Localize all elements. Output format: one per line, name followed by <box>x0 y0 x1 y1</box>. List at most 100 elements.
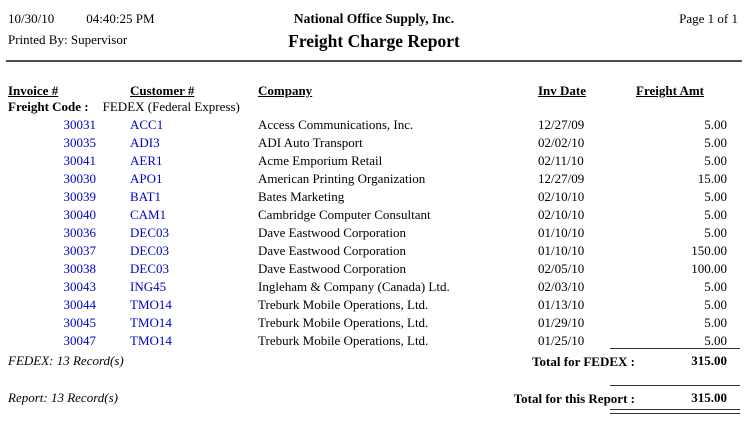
invoice-link[interactable]: 30037 <box>63 243 97 258</box>
company-cell: Dave Eastwood Corporation <box>258 225 407 240</box>
inv-date-cell: 02/03/10 <box>538 279 585 294</box>
inv-date-cell: 12/27/09 <box>538 117 585 132</box>
invoice-link[interactable]: 30035 <box>63 135 97 150</box>
company-cell: Bates Marketing <box>258 189 345 204</box>
customer-link[interactable]: ADI3 <box>130 135 160 150</box>
customer-link[interactable]: DEC03 <box>130 261 169 276</box>
header-divider <box>6 60 742 62</box>
col-header-invoice: Invoice # <box>8 83 59 98</box>
header-left: 10/30/10 04:40:25 PM Printed By: Supervis… <box>8 11 268 48</box>
invoice-link[interactable]: 30041 <box>63 153 97 168</box>
invoice-link[interactable]: 30047 <box>63 333 97 348</box>
inv-date-cell: 02/10/10 <box>538 207 585 222</box>
freight-amt-cell: 5.00 <box>704 279 727 294</box>
print-time: 04:40:25 PM <box>86 11 155 26</box>
freight-amt-cell: 5.00 <box>704 153 727 168</box>
company-cell: ADI Auto Transport <box>258 135 363 150</box>
customer-link[interactable]: DEC03 <box>130 225 169 240</box>
freight-code-label: Freight Code : <box>8 99 89 114</box>
invoice-link[interactable]: 30045 <box>63 315 97 330</box>
company-cell: Treburk Mobile Operations, Ltd. <box>258 315 429 330</box>
company-cell: Treburk Mobile Operations, Ltd. <box>258 297 429 312</box>
invoice-link[interactable]: 30044 <box>63 297 97 312</box>
company-cell: Ingleham & Company (Canada) Ltd. <box>258 279 450 294</box>
customer-link[interactable]: CAM1 <box>130 207 167 222</box>
table-row: 30040 CAM1 Cambridge Computer Consultant… <box>8 205 740 223</box>
freight-amt-cell: 5.00 <box>704 297 727 312</box>
print-date: 10/30/10 <box>8 11 55 26</box>
report-total-value: 315.00 <box>610 385 740 406</box>
customer-link[interactable]: BAT1 <box>130 189 162 204</box>
inv-date-cell: 12/27/09 <box>538 171 585 186</box>
company-cell: American Printing Organization <box>258 171 426 186</box>
table-row: 30031 ACC1 Access Communications, Inc. 1… <box>8 115 740 133</box>
company-cell: Acme Emporium Retail <box>258 153 383 168</box>
printed-by: Printed By: Supervisor <box>8 32 128 47</box>
table-row: 30037 DEC03 Dave Eastwood Corporation 01… <box>8 241 740 259</box>
inv-date-cell: 02/11/10 <box>538 153 584 168</box>
customer-link[interactable]: TMO14 <box>130 315 172 330</box>
customer-link[interactable]: TMO14 <box>130 333 172 348</box>
customer-link[interactable]: DEC03 <box>130 243 169 258</box>
table-row: 30030 APO1 American Printing Organizatio… <box>8 169 740 187</box>
report-total-double-rule <box>610 409 740 414</box>
freight-amt-cell: 5.00 <box>704 207 727 222</box>
inv-date-cell: 02/05/10 <box>538 261 585 276</box>
table-row: 30036 DEC03 Dave Eastwood Corporation 01… <box>8 223 740 241</box>
table-row: 30035 ADI3 ADI Auto Transport 02/02/10 5… <box>8 133 740 151</box>
inv-date-cell: 01/29/10 <box>538 315 585 330</box>
invoice-link[interactable]: 30039 <box>63 189 97 204</box>
table-row: 30044 TMO14 Treburk Mobile Operations, L… <box>8 295 740 313</box>
inv-date-cell: 02/10/10 <box>538 189 585 204</box>
inv-date-cell: 02/02/10 <box>538 135 585 150</box>
customer-link[interactable]: APO1 <box>130 171 163 186</box>
col-header-freight-amt: Freight Amt <box>636 83 704 98</box>
customer-link[interactable]: TMO14 <box>130 297 172 312</box>
company-cell: Dave Eastwood Corporation <box>258 243 407 258</box>
freight-amt-cell: 5.00 <box>704 117 727 132</box>
invoice-link[interactable]: 30043 <box>63 279 97 294</box>
inv-date-cell: 01/25/10 <box>538 333 585 348</box>
table-row: 30047 TMO14 Treburk Mobile Operations, L… <box>8 331 740 349</box>
freight-amt-cell: 150.00 <box>691 243 727 258</box>
freight-table: Invoice # Customer # Company Inv Date Fr… <box>8 78 740 349</box>
table-row: 30039 BAT1 Bates Marketing 02/10/10 5.00 <box>8 187 740 205</box>
invoice-link[interactable]: 30038 <box>63 261 97 276</box>
freight-amt-cell: 5.00 <box>704 333 727 348</box>
freight-amt-cell: 5.00 <box>704 315 727 330</box>
customer-link[interactable]: AER1 <box>130 153 163 168</box>
table-row: 30043 ING45 Ingleham & Company (Canada) … <box>8 277 740 295</box>
inv-date-cell: 01/13/10 <box>538 297 585 312</box>
report-record-count: Report: 13 Record(s) <box>8 390 118 405</box>
group-total-label: Total for FEDEX : <box>532 354 635 369</box>
invoice-link[interactable]: 30040 <box>63 207 97 222</box>
report-footer: Report: 13 Record(s) Total for this Repo… <box>0 385 748 421</box>
freight-amt-cell: 5.00 <box>704 225 727 240</box>
company-cell: Cambridge Computer Consultant <box>258 207 431 222</box>
table-row: 30045 TMO14 Treburk Mobile Operations, L… <box>8 313 740 331</box>
report-total-label: Total for this Report : <box>513 391 635 406</box>
invoice-link[interactable]: 30030 <box>63 171 97 186</box>
invoice-link[interactable]: 30031 <box>63 117 97 132</box>
col-header-company: Company <box>258 83 313 98</box>
inv-date-cell: 01/10/10 <box>538 243 585 258</box>
inv-date-cell: 01/10/10 <box>538 225 585 240</box>
freight-code-value: FEDEX (Federal Express) <box>102 99 240 114</box>
col-header-inv-date: Inv Date <box>538 83 587 98</box>
invoice-link[interactable]: 30036 <box>63 225 97 240</box>
company-cell: Dave Eastwood Corporation <box>258 261 407 276</box>
table-row: 30041 AER1 Acme Emporium Retail 02/11/10… <box>8 151 740 169</box>
group-record-count: FEDEX: 13 Record(s) <box>8 353 124 368</box>
customer-link[interactable]: ING45 <box>130 279 167 294</box>
freight-amt-cell: 100.00 <box>691 261 727 276</box>
freight-amt-cell: 5.00 <box>704 135 727 150</box>
page-info: Page 1 of 1 <box>679 11 738 26</box>
freight-amt-cell: 15.00 <box>697 171 727 186</box>
group-total-value: 315.00 <box>610 348 740 369</box>
customer-link[interactable]: ACC1 <box>130 117 164 132</box>
table-row: 30038 DEC03 Dave Eastwood Corporation 02… <box>8 259 740 277</box>
column-header-row: Invoice # Customer # Company Inv Date Fr… <box>8 78 740 99</box>
freight-amt-cell: 5.00 <box>704 189 727 204</box>
company-cell: Access Communications, Inc. <box>258 117 414 132</box>
